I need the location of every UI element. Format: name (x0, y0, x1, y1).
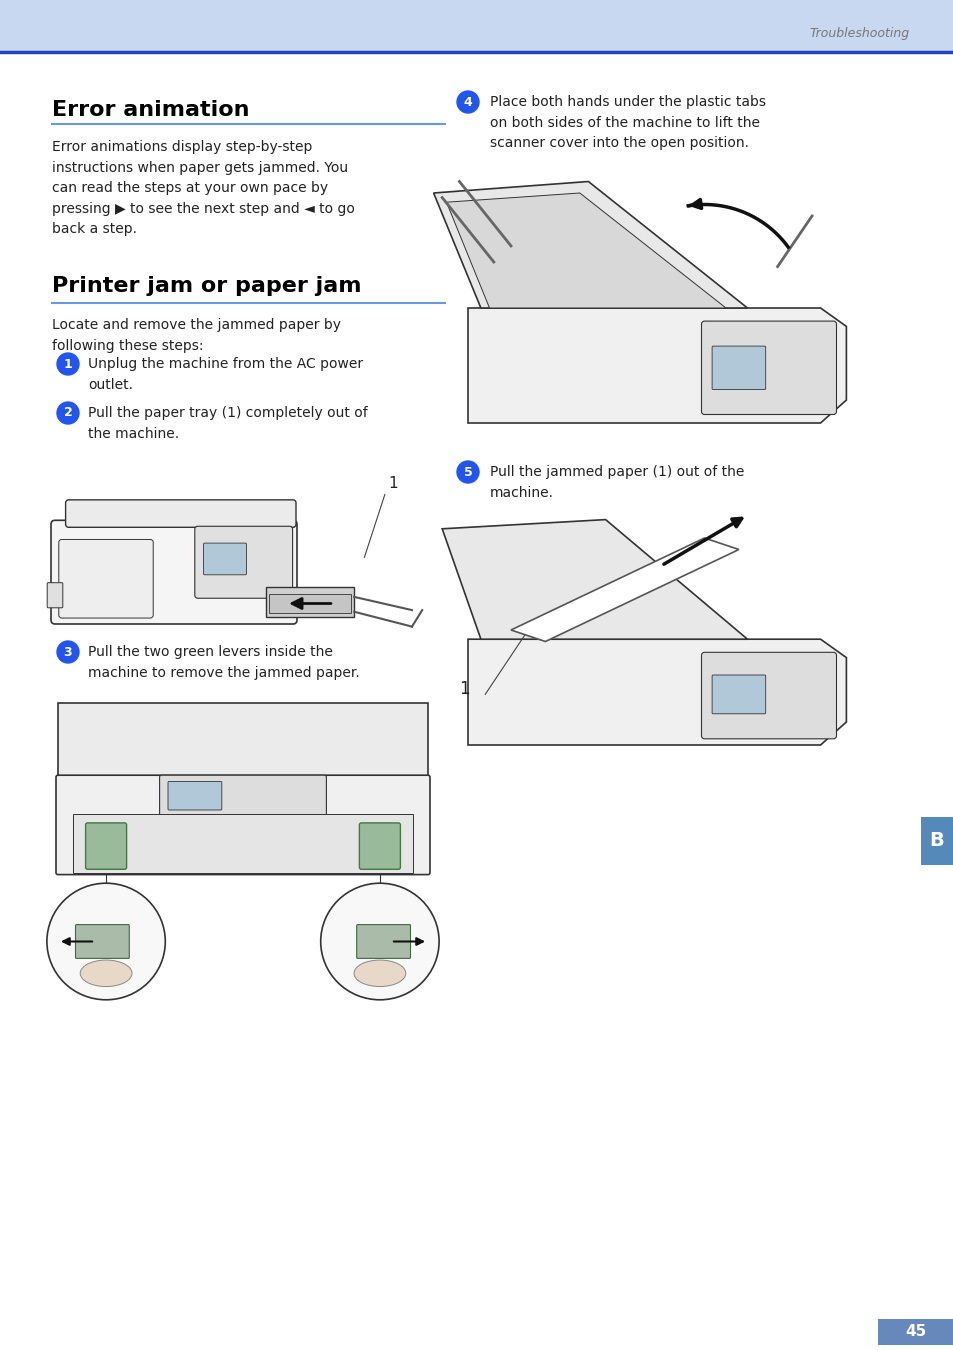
FancyBboxPatch shape (59, 540, 153, 618)
Text: Unplug the machine from the AC power
outlet.: Unplug the machine from the AC power out… (88, 356, 363, 392)
FancyBboxPatch shape (203, 543, 246, 575)
Ellipse shape (47, 883, 165, 1000)
Ellipse shape (354, 960, 405, 987)
FancyBboxPatch shape (269, 594, 351, 613)
FancyBboxPatch shape (58, 703, 428, 778)
FancyBboxPatch shape (51, 520, 296, 624)
Circle shape (57, 352, 79, 375)
FancyBboxPatch shape (0, 0, 953, 53)
Text: Locate and remove the jammed paper by
following these steps:: Locate and remove the jammed paper by fo… (52, 319, 340, 352)
Text: B: B (928, 832, 943, 850)
Circle shape (57, 402, 79, 424)
FancyBboxPatch shape (266, 587, 354, 617)
Text: 4: 4 (463, 96, 472, 108)
FancyBboxPatch shape (356, 925, 410, 958)
FancyBboxPatch shape (711, 346, 765, 390)
FancyBboxPatch shape (194, 526, 293, 598)
FancyBboxPatch shape (66, 500, 295, 528)
FancyBboxPatch shape (56, 775, 430, 875)
Text: 1: 1 (459, 680, 470, 698)
FancyBboxPatch shape (700, 321, 836, 414)
FancyBboxPatch shape (72, 814, 413, 872)
Polygon shape (511, 539, 739, 641)
FancyBboxPatch shape (168, 782, 221, 810)
Circle shape (456, 460, 478, 483)
FancyBboxPatch shape (47, 583, 63, 608)
Text: Error animation: Error animation (52, 100, 250, 120)
Polygon shape (442, 520, 747, 639)
Text: Printer jam or paper jam: Printer jam or paper jam (52, 275, 361, 296)
Text: 45: 45 (904, 1324, 925, 1339)
Polygon shape (468, 639, 845, 745)
FancyBboxPatch shape (711, 675, 765, 714)
Text: 3: 3 (64, 645, 72, 659)
Text: Error animations display step-by-step
instructions when paper gets jammed. You
c: Error animations display step-by-step in… (52, 140, 355, 236)
FancyBboxPatch shape (700, 652, 836, 738)
Text: 1: 1 (388, 477, 397, 491)
Text: Troubleshooting: Troubleshooting (809, 27, 909, 39)
Text: Pull the paper tray (1) completely out of
the machine.: Pull the paper tray (1) completely out o… (88, 406, 367, 440)
FancyBboxPatch shape (159, 775, 326, 837)
Text: Place both hands under the plastic tabs
on both sides of the machine to lift the: Place both hands under the plastic tabs … (490, 95, 765, 150)
Circle shape (57, 641, 79, 663)
FancyBboxPatch shape (86, 824, 127, 869)
FancyBboxPatch shape (920, 817, 953, 865)
Text: 5: 5 (463, 466, 472, 478)
Text: Pull the jammed paper (1) out of the
machine.: Pull the jammed paper (1) out of the mac… (490, 464, 743, 500)
Polygon shape (434, 181, 747, 308)
Text: Pull the two green levers inside the
machine to remove the jammed paper.: Pull the two green levers inside the mac… (88, 645, 359, 679)
FancyBboxPatch shape (877, 1319, 953, 1345)
FancyBboxPatch shape (359, 824, 400, 869)
Ellipse shape (320, 883, 438, 1000)
Polygon shape (446, 193, 725, 308)
Text: 1: 1 (64, 358, 72, 370)
Ellipse shape (80, 960, 132, 987)
FancyBboxPatch shape (75, 925, 130, 958)
Text: 2: 2 (64, 406, 72, 420)
Circle shape (456, 90, 478, 113)
Polygon shape (468, 308, 845, 423)
